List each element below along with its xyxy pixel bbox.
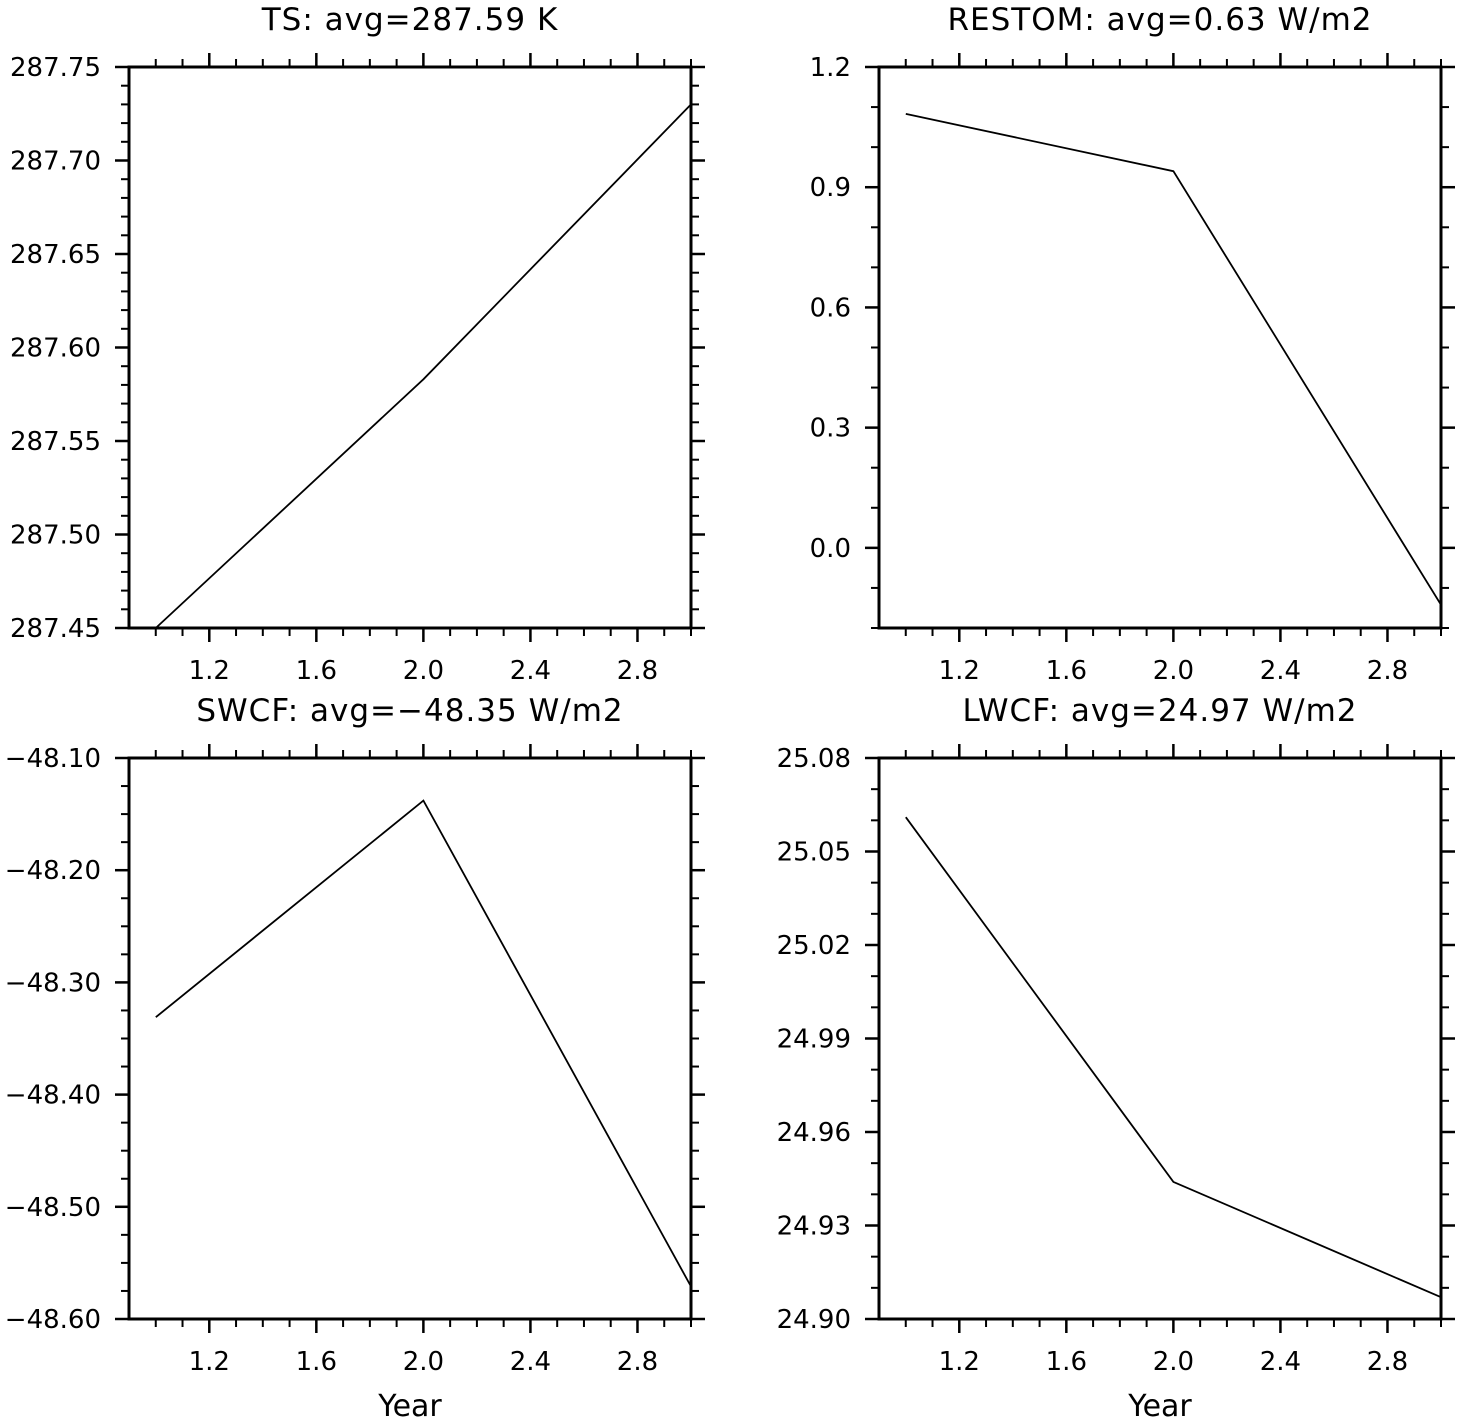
x-tick-label: 2.0 <box>1153 1347 1194 1377</box>
y-tick-label: 0.0 <box>810 534 851 564</box>
panel-3: SWCF: avg=−48.35 W/m2 1.2 1.6 2.0 2.4 2.8 −48.… <box>5 693 705 1419</box>
y-tick-label: 287.45 <box>10 614 101 644</box>
y-tick-label: 24.99 <box>777 1025 851 1055</box>
plot-frame <box>877 65 1443 630</box>
y-tick-label: 287.65 <box>10 240 101 270</box>
y-tick-label: −48.10 <box>5 744 101 774</box>
panel-1: TS: avg=287.59 K 1.2 1.6 2.0 2.4 2.8 287.45 287… <box>10 2 705 686</box>
panel-title: LWCF: avg=24.97 W/m2 <box>962 693 1357 729</box>
y-tick-label: −48.50 <box>5 1193 101 1223</box>
series-line <box>905 113 1442 606</box>
y-tick-label: −48.30 <box>5 968 101 998</box>
x-tick-label: 2.0 <box>403 1347 444 1377</box>
x-tick-label: 2.4 <box>510 656 551 686</box>
y-tick-label: 24.90 <box>777 1305 851 1335</box>
y-tick-label: 25.02 <box>777 931 851 961</box>
x-tick-label: 2.4 <box>1260 656 1301 686</box>
x-tick-label: 1.2 <box>189 656 230 686</box>
x-tick-label: 1.6 <box>296 1347 337 1377</box>
x-tick-label: 1.2 <box>939 656 980 686</box>
x-tick-label: 1.6 <box>1046 1347 1087 1377</box>
y-tick-label: −48.60 <box>5 1305 101 1335</box>
plot-frame <box>127 756 693 1321</box>
y-tick-label: −48.20 <box>5 856 101 886</box>
x-tick-label: 2.4 <box>1260 1347 1301 1377</box>
x-tick-label: 2.8 <box>617 1347 658 1377</box>
panel-title: SWCF: avg=−48.35 W/m2 <box>196 693 623 729</box>
y-tick-label: 0.6 <box>810 293 851 323</box>
y-tick-label: 287.50 <box>10 521 101 551</box>
y-tick-label: 24.93 <box>777 1212 851 1242</box>
panel-title: RESTOM: avg=0.63 W/m2 <box>947 2 1372 38</box>
y-tick-label: 287.60 <box>10 334 101 364</box>
x-axis-label: Year <box>377 1389 442 1419</box>
y-tick-label: 25.05 <box>777 838 851 868</box>
y-tick-label: 287.75 <box>10 53 101 83</box>
x-tick-label: 1.2 <box>189 1347 230 1377</box>
x-tick-label: 1.6 <box>296 656 337 686</box>
plot-frame <box>127 65 693 630</box>
x-tick-label: 1.6 <box>1046 656 1087 686</box>
x-tick-label: 2.8 <box>1367 1347 1408 1377</box>
panel-title: TS: avg=287.59 K <box>261 2 559 38</box>
y-tick-label: 25.08 <box>777 744 851 774</box>
y-tick-label: 1.2 <box>810 53 851 83</box>
series-line <box>155 799 692 1287</box>
y-tick-label: 0.9 <box>810 173 851 203</box>
x-tick-label: 2.4 <box>510 1347 551 1377</box>
y-tick-label: 0.3 <box>810 414 851 444</box>
x-tick-label: 2.8 <box>1367 656 1408 686</box>
x-axis-label: Year <box>1127 1389 1192 1419</box>
x-tick-label: 2.8 <box>617 656 658 686</box>
plot-frame <box>877 756 1443 1321</box>
panel-2: RESTOM: avg=0.63 W/m2 1.2 1.6 2.0 2.4 2.8 0.0 0… <box>810 2 1455 686</box>
x-tick-label: 2.0 <box>1153 656 1194 686</box>
y-tick-label: 287.70 <box>10 147 101 177</box>
series-line <box>905 816 1442 1299</box>
y-tick-label: 24.96 <box>777 1118 851 1148</box>
series-line <box>155 103 692 629</box>
x-tick-label: 1.2 <box>939 1347 980 1377</box>
y-tick-label: −48.40 <box>5 1081 101 1111</box>
panel-4: LWCF: avg=24.97 W/m2 1.2 1.6 2.0 2.4 2.8 24.90… <box>777 693 1455 1419</box>
y-tick-label: 287.55 <box>10 427 101 457</box>
x-tick-label: 2.0 <box>403 656 444 686</box>
